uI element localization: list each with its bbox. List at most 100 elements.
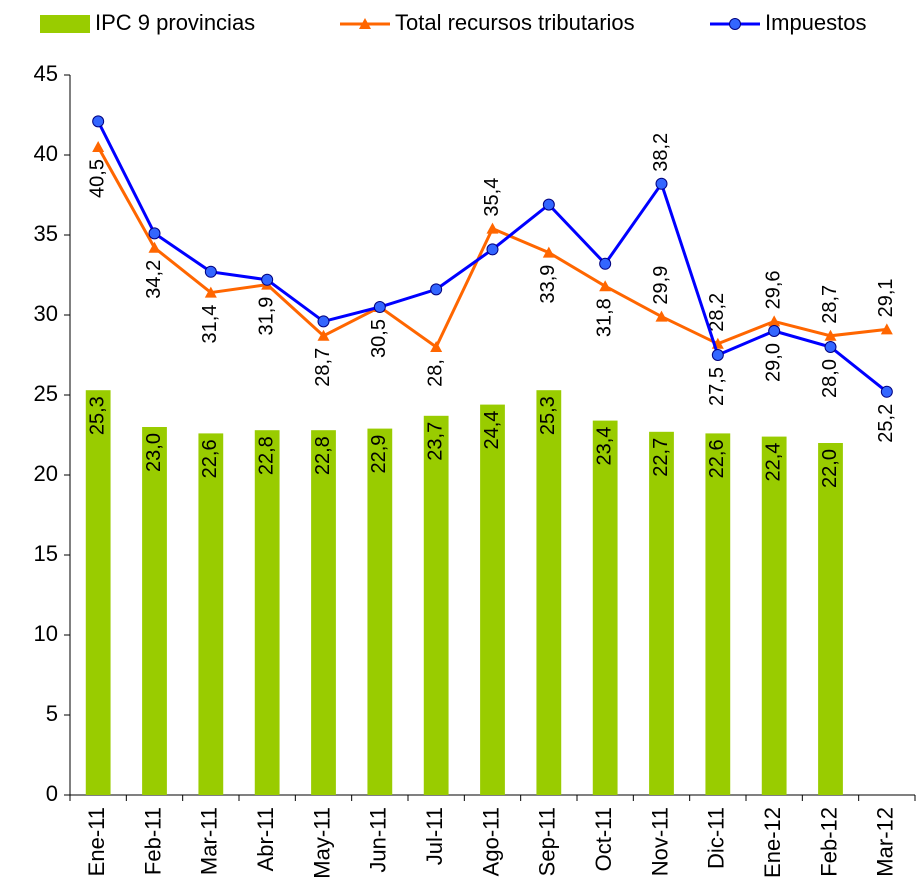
bar <box>761 436 787 795</box>
bar <box>423 415 449 795</box>
marker <box>261 273 274 286</box>
legend-swatch <box>40 15 90 33</box>
marker <box>148 241 161 253</box>
bar <box>818 443 843 795</box>
y-tick-label: 25 <box>34 381 58 406</box>
y-tick-label: 45 <box>34 61 58 86</box>
x-tick-label: Nov-11 <box>647 807 672 876</box>
bar <box>649 431 674 795</box>
x-tick-label: Feb-11 <box>140 807 165 875</box>
data-label: 22,6 <box>199 439 221 478</box>
x-tick-label: Ago-11 <box>478 807 503 876</box>
x-tick-label: Dic-11 <box>704 807 729 869</box>
marker <box>317 329 330 341</box>
legend-label: IPC 9 provincias <box>95 10 255 35</box>
data-label: 22,8 <box>312 436 334 475</box>
marker <box>486 243 499 256</box>
data-label: 28,0 <box>819 359 841 398</box>
marker <box>92 141 105 152</box>
y-tick-label: 10 <box>34 621 58 646</box>
data-label: 22,7 <box>650 438 672 477</box>
data-label: 35,4 <box>481 178 503 217</box>
y-tick-label: 35 <box>34 221 58 246</box>
marker <box>317 315 330 328</box>
y-tick-label: 30 <box>34 301 58 326</box>
data-label: 22,6 <box>706 439 728 478</box>
bar <box>198 433 224 795</box>
bar <box>480 404 505 795</box>
marker <box>542 246 555 258</box>
data-label: 25,2 <box>875 404 897 443</box>
y-tick-label: 20 <box>34 461 58 486</box>
x-tick-label: Abr-11 <box>253 807 278 871</box>
data-label: 22,8 <box>255 436 277 475</box>
x-tick-label: Mar-11 <box>197 807 222 875</box>
bar <box>592 420 618 795</box>
legend-label: Impuestos <box>765 10 867 35</box>
marker <box>430 341 443 352</box>
y-tick-label: 15 <box>34 541 58 566</box>
marker <box>599 280 612 292</box>
data-label: 31,8 <box>593 298 615 337</box>
marker <box>711 349 724 361</box>
marker <box>486 222 499 234</box>
marker <box>655 177 668 190</box>
marker <box>204 286 217 298</box>
x-tick-label: Feb-12 <box>816 807 841 877</box>
data-label: 30,5 <box>368 319 390 358</box>
legend-label: Total recursos tributarios <box>395 10 635 35</box>
data-label: 29,0 <box>762 343 784 382</box>
bar <box>85 390 111 795</box>
marker <box>148 227 161 240</box>
data-label: 23,4 <box>593 427 615 466</box>
marker <box>880 385 893 398</box>
data-label: 38,2 <box>650 133 672 172</box>
x-tick-label: Jun-11 <box>366 807 391 873</box>
legend-marker <box>729 18 741 30</box>
data-label: 22,4 <box>762 443 784 482</box>
data-label: 28,7 <box>819 285 841 324</box>
data-label: 34,2 <box>143 260 165 299</box>
marker <box>880 323 893 335</box>
marker <box>824 329 837 341</box>
data-label: 28, <box>424 359 446 387</box>
data-label: 29,1 <box>875 278 897 317</box>
marker <box>373 301 386 313</box>
marker <box>542 198 555 211</box>
marker <box>92 115 105 128</box>
data-label: 23,7 <box>424 422 446 461</box>
marker <box>768 325 781 337</box>
data-label: 40,5 <box>86 159 108 198</box>
data-label: 31,4 <box>199 305 221 344</box>
data-label: 22,0 <box>819 449 841 488</box>
data-label: 31,9 <box>255 297 277 336</box>
x-tick-label: Sep-11 <box>535 807 560 876</box>
data-label: 28,7 <box>312 348 334 387</box>
y-tick-label: 0 <box>46 781 58 806</box>
bar <box>705 433 731 795</box>
x-tick-label: Ene-12 <box>760 807 785 878</box>
x-tick-label: Jul-11 <box>422 807 447 865</box>
marker <box>430 283 443 296</box>
data-label: 33,9 <box>537 265 559 304</box>
y-tick-label: 40 <box>34 141 58 166</box>
data-label: 28,2 <box>706 293 728 332</box>
y-tick-label: 5 <box>46 701 58 726</box>
data-label: 23,0 <box>143 433 165 472</box>
bar <box>142 427 167 795</box>
legend-marker <box>359 18 371 29</box>
bar <box>367 428 393 795</box>
bar <box>254 430 280 795</box>
data-label: 25,3 <box>86 396 108 435</box>
x-tick-label: May-11 <box>309 807 334 879</box>
marker <box>768 315 781 327</box>
data-label: 29,6 <box>762 270 784 309</box>
bar <box>536 390 562 795</box>
x-tick-label: Mar-12 <box>873 807 898 877</box>
x-tick-label: Ene-11 <box>84 807 109 876</box>
data-label: 27,5 <box>706 367 728 406</box>
marker <box>655 310 668 322</box>
bar <box>311 430 336 795</box>
marker <box>204 265 217 278</box>
